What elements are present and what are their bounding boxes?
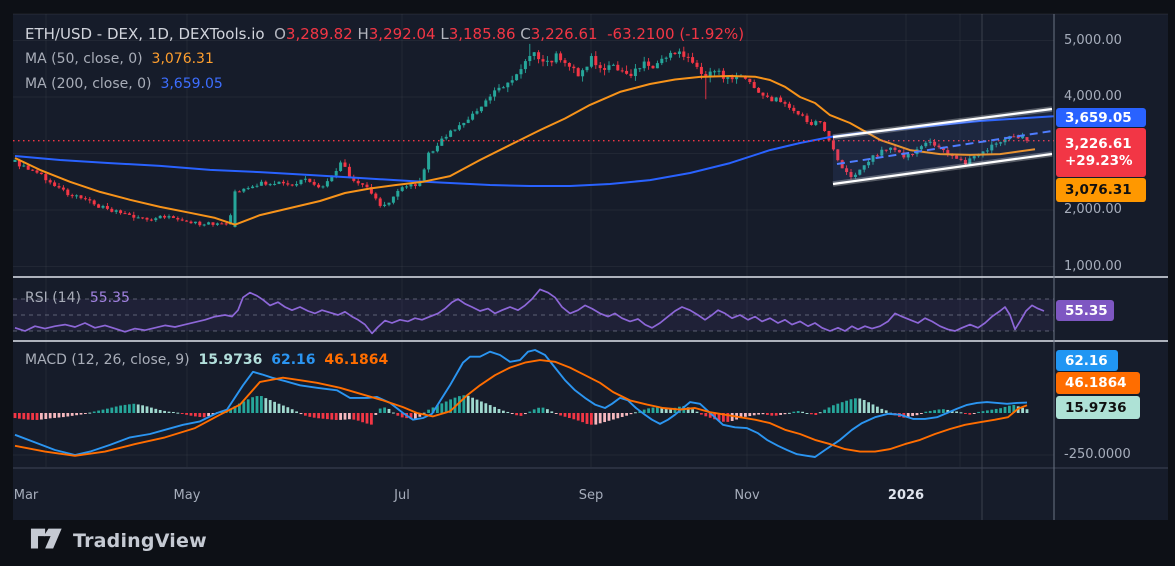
tradingview-logo[interactable]: TradingView [30, 527, 207, 555]
last-price-badge: 3,226.61 +29.23% [1056, 128, 1146, 177]
macd-line-badge: 62.16 [1056, 350, 1118, 371]
tradingview-logo-text: TradingView [73, 530, 207, 552]
tradingview-logo-icon [30, 527, 64, 555]
macd-signal-badge: 46.1864 [1056, 372, 1140, 394]
time-scale[interactable] [13, 468, 1054, 520]
ma200-price-badge: 3,659.05 [1056, 108, 1146, 127]
macd-hist-badge: 15.9736 [1056, 396, 1140, 419]
ma50-price-badge: 3,076.31 [1056, 178, 1146, 202]
rsi-badge: 55.35 [1056, 300, 1114, 321]
